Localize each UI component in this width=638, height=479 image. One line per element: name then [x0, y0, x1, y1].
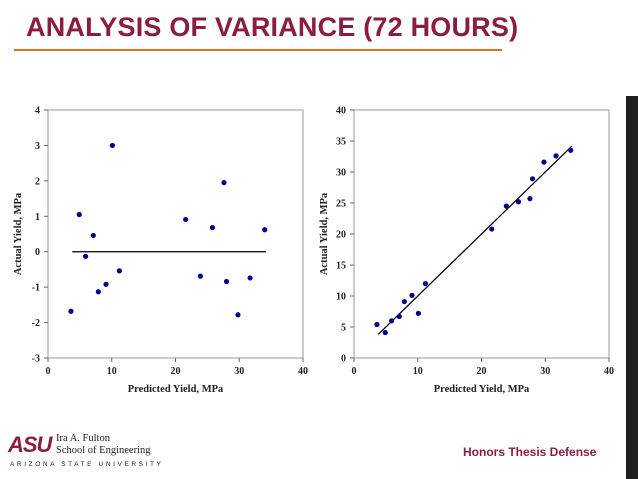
data-point	[422, 281, 428, 287]
data-point	[527, 196, 533, 202]
asu-logo: ASU Ira A. Fulton School of Engineering …	[8, 432, 161, 472]
y-tick-label: 4	[35, 106, 40, 117]
x-tick-label: 30	[234, 366, 244, 377]
data-point	[415, 310, 421, 316]
data-point	[95, 289, 101, 295]
asu-logo-mark: ASU	[8, 432, 52, 457]
y-tick-label: 15	[336, 261, 346, 272]
data-point	[396, 313, 402, 320]
data-point	[382, 329, 388, 336]
reference-line	[377, 145, 573, 335]
y-tick-label: 0	[341, 354, 346, 365]
y-axis-label: Actual Yield, MPa	[319, 192, 330, 275]
y-tick-label: 5	[341, 323, 346, 334]
data-point	[553, 153, 559, 159]
data-point	[76, 211, 82, 218]
data-point	[247, 275, 253, 281]
data-point	[389, 318, 395, 324]
footer-text: Honors Thesis Defense	[463, 445, 597, 459]
x-axis-label: Predicted Yield, MPa	[128, 384, 224, 395]
right-edge-bar	[626, 96, 638, 479]
data-point	[109, 142, 115, 149]
data-point	[374, 321, 380, 328]
data-point	[235, 312, 241, 318]
x-tick-label: 20	[477, 366, 487, 377]
data-point	[197, 273, 203, 279]
data-point	[223, 278, 230, 285]
university-name: ARIZONA STATE UNIVERSITY	[10, 461, 164, 468]
data-point	[116, 268, 122, 274]
data-point	[409, 292, 415, 298]
data-point	[489, 226, 495, 232]
x-tick-label: 40	[298, 366, 308, 377]
data-point	[68, 308, 74, 314]
data-point	[83, 253, 89, 259]
slide-title: ANALYSIS OF VARIANCE (72 HOURS)	[26, 12, 519, 42]
x-tick-label: 30	[540, 366, 550, 377]
title-underline	[14, 49, 502, 51]
y-tick-label: 25	[336, 199, 346, 210]
y-tick-label: 20	[336, 230, 346, 241]
data-point	[541, 159, 547, 165]
data-point	[209, 225, 216, 231]
y-tick-label: 1	[35, 212, 40, 223]
plot-frame	[47, 109, 304, 359]
data-point	[90, 232, 96, 239]
data-point	[221, 180, 227, 186]
x-tick-label: 10	[107, 366, 117, 377]
y-tick-label: 40	[336, 106, 346, 117]
data-point	[183, 216, 189, 223]
y-tick-label: 0	[35, 247, 40, 258]
y-tick-label: 3	[35, 141, 40, 152]
school-name: Ira A. Fulton School of Engineering	[56, 433, 150, 457]
x-axis-label: Predicted Yield, MPa	[434, 384, 530, 395]
x-tick-label: 0	[46, 366, 51, 377]
y-tick-label: 10	[336, 292, 346, 303]
school-line-2: School of Engineering	[56, 445, 151, 456]
actual-vs-predicted-plot: 0 5 10 15 20 25 30 35 40 0 10 20 30 40 Predicted Yield…	[319, 106, 614, 396]
x-tick-label: 40	[604, 366, 614, 377]
data-point	[103, 281, 109, 287]
y-axis-label: Actual Yield, MPa	[13, 192, 24, 275]
x-tick-label: 0	[352, 366, 357, 377]
y-tick-label: -1	[32, 283, 40, 294]
data-point	[568, 147, 574, 153]
y-tick-label: -2	[32, 318, 40, 329]
y-tick-label: -3	[32, 354, 40, 365]
y-tick-label: 35	[336, 137, 346, 148]
y-tick-label: 2	[35, 176, 40, 187]
x-tick-label: 10	[413, 366, 423, 377]
data-point	[529, 176, 536, 182]
data-point	[503, 203, 509, 209]
data-point	[401, 298, 407, 305]
y-tick-label: 30	[336, 168, 346, 179]
data-point	[262, 227, 268, 233]
school-line-1: Ira A. Fulton	[56, 433, 110, 444]
data-point	[515, 199, 522, 205]
x-tick-label: 20	[171, 366, 181, 377]
